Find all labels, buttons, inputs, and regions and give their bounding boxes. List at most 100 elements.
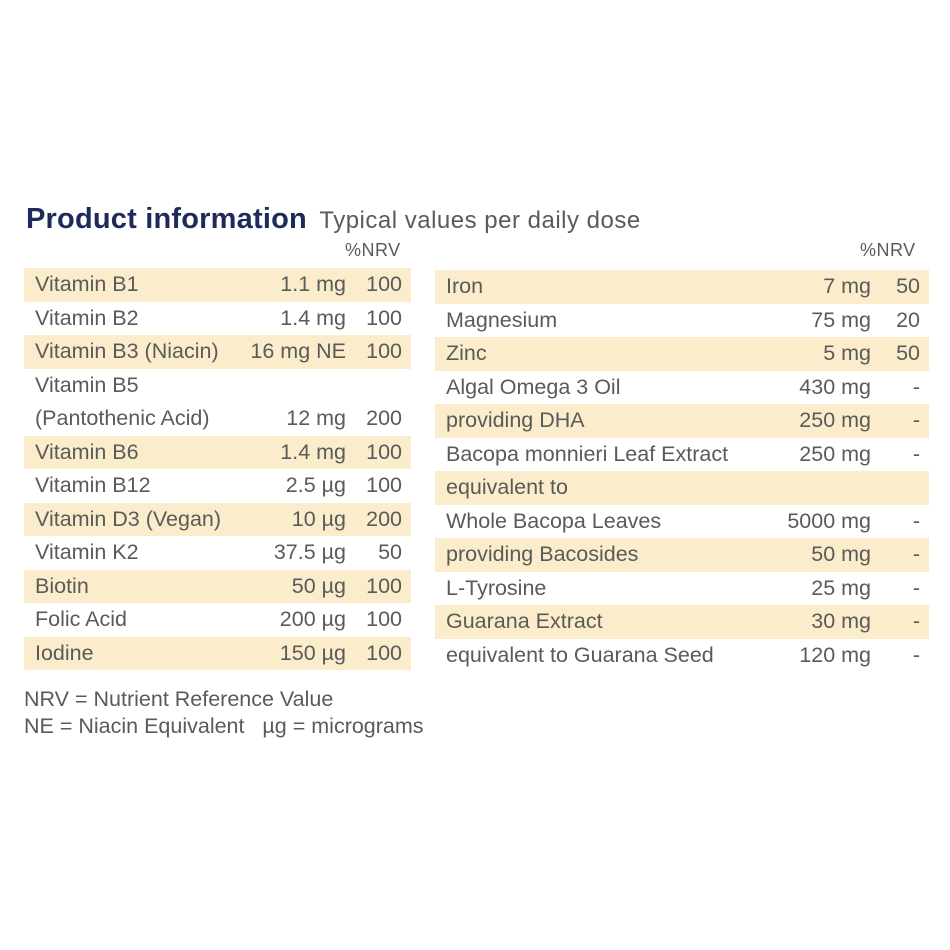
nutrient-amount: 16 mg NE — [250, 339, 346, 363]
nutrient-amount: 5 mg — [823, 341, 871, 365]
page-heading: Product information Typical values per d… — [26, 203, 641, 236]
nutrient-name: Vitamin B12 — [35, 473, 151, 497]
nutrient-amount: 12 mg — [286, 406, 346, 430]
nutrient-amount: 37.5 µg — [273, 540, 346, 564]
nutrient-name: Guarana Extract — [446, 609, 603, 633]
nutrient-nrv: 100 — [366, 607, 402, 631]
nutrient-nrv: - — [912, 609, 920, 633]
nutrient-nrv: 200 — [366, 406, 402, 430]
footer-nrv-note: NRV = Nutrient Reference Value — [24, 687, 334, 711]
nutrient-nrv: 50 — [378, 540, 402, 564]
nutrient-nrv: 100 — [366, 640, 402, 665]
nutrient-amount: 430 mg — [799, 374, 871, 399]
nutrient-nrv: 200 — [366, 506, 402, 531]
table-row: Vitamin B3 (Niacin) 16 mg NE 100 — [24, 335, 411, 369]
table-row: Vitamin B6 1.4 mg 100 — [24, 435, 411, 469]
table-row: Algal Omega 3 Oil 430 mg - — [435, 371, 929, 405]
table-row: Whole Bacopa Leaves 5000 mg - — [435, 505, 929, 539]
table-row: Vitamin K2 37.5 µg 50 — [24, 536, 411, 570]
table-row: Vitamin B12 2.5 µg 100 — [24, 469, 411, 503]
right-nutrient-table: Iron 7 mg 50 Magnesium 75 mg 20 Zinc 5 mg 50 Alga… — [435, 270, 929, 672]
nutrient-amount: 1.4 mg — [280, 305, 346, 330]
nutrient-nrv: 50 — [896, 341, 920, 365]
nutrient-nrv: 100 — [366, 439, 402, 464]
table-row: Iron 7 mg 50 — [435, 270, 929, 304]
footer-notes: NRV = Nutrient Reference Value NE = Niac… — [24, 686, 424, 740]
nutrient-amount: 5000 mg — [787, 508, 871, 533]
nutrient-name: Folic Acid — [35, 607, 128, 631]
nutrient-name: equivalent to — [446, 475, 568, 499]
nutrient-nrv: 100 — [366, 305, 402, 330]
nutrient-amount: 1.4 mg — [280, 439, 346, 464]
table-row: Bacopa monnieri Leaf Extract 250 mg - — [435, 438, 929, 472]
table-row: L-Tyrosine 25 mg - — [435, 572, 929, 606]
table-row: providing DHA 250 mg - — [435, 404, 929, 438]
nutrient-name: Iodine — [35, 640, 94, 665]
nutrient-name: Biotin — [35, 573, 89, 598]
nutrient-nrv: - — [912, 575, 920, 600]
page-title: Product information — [26, 203, 307, 235]
nutrient-nrv: - — [912, 542, 920, 566]
nutrient-nrv: 20 — [896, 307, 920, 332]
left-nrv-header: %NRV — [345, 240, 401, 260]
nutrient-name: Vitamin K2 — [35, 540, 139, 564]
nutrient-name: Bacopa monnieri Leaf Extract — [446, 441, 729, 466]
nutrient-name: Zinc — [446, 341, 487, 365]
nutrient-name: Whole Bacopa Leaves — [446, 508, 662, 533]
nutrient-amount: 250 mg — [799, 441, 871, 466]
nutrient-name: Vitamin B6 — [35, 439, 139, 464]
nutrient-name: providing Bacosides — [446, 542, 639, 566]
table-row: providing Bacosides 50 mg - — [435, 538, 929, 572]
nutrient-nrv: - — [912, 508, 920, 533]
nutrient-amount: 25 mg — [811, 575, 871, 600]
nutrient-nrv: 100 — [366, 573, 402, 598]
nutrient-name: Vitamin B1 — [35, 272, 139, 296]
table-row: Zinc 5 mg 50 — [435, 337, 929, 371]
nutrient-name: Magnesium — [446, 307, 558, 332]
nutrient-nrv: 100 — [366, 473, 402, 497]
table-row: Vitamin D3 (Vegan) 10 µg 200 — [24, 502, 411, 536]
page-subtitle: Typical values per daily dose — [319, 207, 641, 234]
nutrient-name: Algal Omega 3 Oil — [446, 374, 621, 399]
nutrient-amount: 200 µg — [279, 607, 346, 631]
table-row: Vitamin B1 1.1 mg 100 — [24, 268, 411, 302]
table-row: equivalent to Guarana Seed 120 mg - — [435, 639, 929, 673]
right-nrv-header: %NRV — [860, 240, 916, 260]
table-row: Guarana Extract 30 mg - — [435, 605, 929, 639]
nutrient-nrv: - — [912, 642, 920, 667]
nutrient-amount: 10 µg — [291, 506, 346, 531]
table-row: Biotin 50 µg 100 — [24, 569, 411, 603]
nutrient-amount: 120 mg — [799, 642, 871, 667]
nutrient-nrv: - — [912, 441, 920, 466]
nutrient-nrv: 100 — [366, 339, 402, 363]
table-row: equivalent to — [435, 471, 929, 505]
nutrient-name: Vitamin B2 — [35, 305, 139, 330]
table-row: Iodine 150 µg 100 — [24, 636, 411, 670]
nutrient-nrv: - — [912, 374, 920, 399]
nutrient-amount: 2.5 µg — [285, 473, 346, 497]
nutrient-nrv: 100 — [366, 272, 402, 296]
nutrient-amount: 50 mg — [811, 542, 871, 566]
nutrient-amount: 7 mg — [823, 274, 871, 298]
table-row: Folic Acid 200 µg 100 — [24, 603, 411, 637]
footer-ne-note: NE = Niacin Equivalent µg = micrograms — [24, 714, 424, 738]
table-row: Vitamin B2 1.4 mg 100 — [24, 302, 411, 336]
nutrient-amount: 1.1 mg — [280, 272, 346, 296]
table-row: Vitamin B5 — [24, 369, 411, 403]
nutrient-name: Vitamin B5 — [35, 372, 139, 397]
nutrient-name: (Pantothenic Acid) — [35, 406, 210, 430]
nutrient-amount: 250 mg — [799, 408, 871, 432]
left-nutrient-table: Vitamin B1 1.1 mg 100 Vitamin B2 1.4 mg 100 Vi… — [24, 268, 411, 670]
nutrient-name: Iron — [446, 274, 484, 298]
table-row: (Pantothenic Acid) 12 mg 200 — [24, 402, 411, 436]
nutrient-amount: 30 mg — [811, 609, 871, 633]
nutrient-name: providing DHA — [446, 408, 585, 432]
nutrient-name: equivalent to Guarana Seed — [446, 642, 714, 667]
table-row: Magnesium 75 mg 20 — [435, 304, 929, 338]
nutrient-name: L-Tyrosine — [446, 575, 547, 600]
nutrient-name: Vitamin B3 (Niacin) — [35, 339, 219, 363]
nutrient-name: Vitamin D3 (Vegan) — [35, 506, 222, 531]
nutrient-amount: 75 mg — [811, 307, 871, 332]
nutrient-nrv: 50 — [896, 274, 920, 298]
nutrient-nrv: - — [912, 408, 920, 432]
